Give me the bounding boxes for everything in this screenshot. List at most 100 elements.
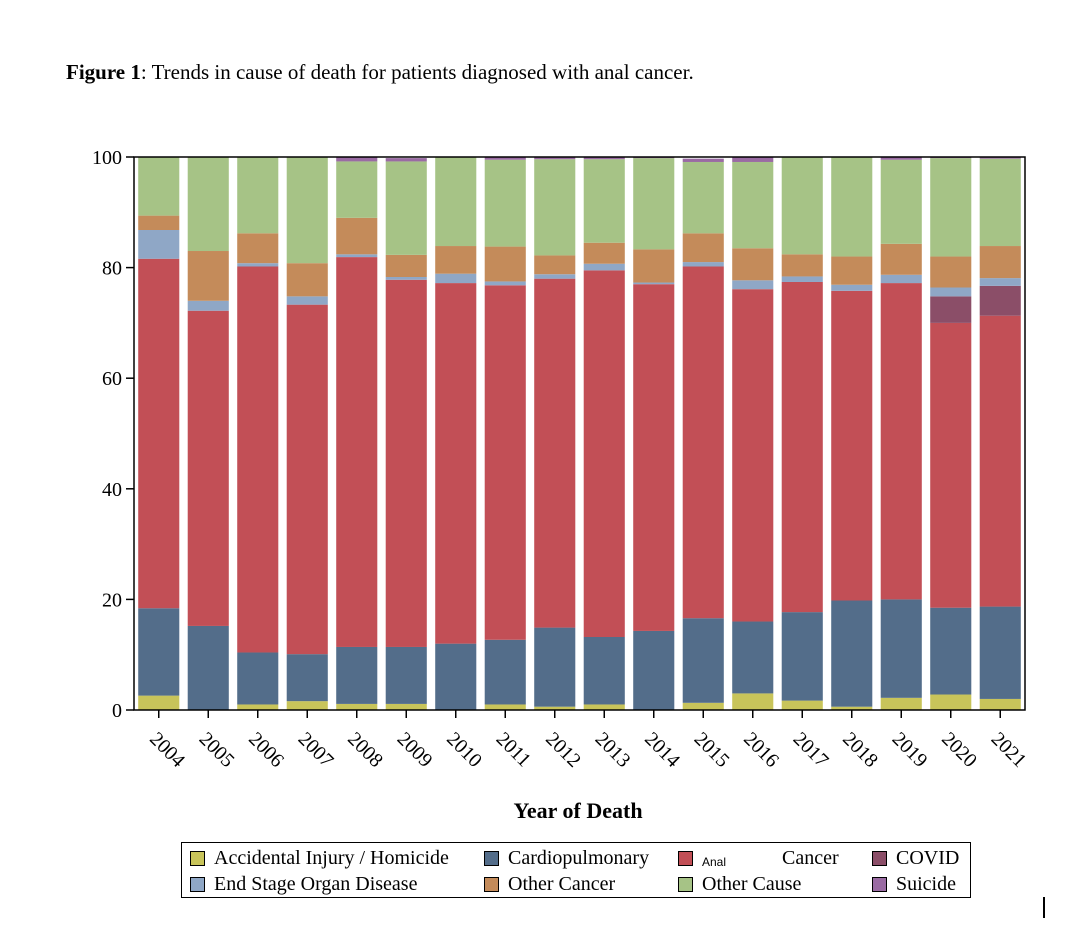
bar-anal-cancer-2015 [682,266,724,619]
bar-end-stage-organ-disease-2015 [682,262,724,267]
bar-other-cause-2018 [831,157,873,257]
bar-end-stage-organ-disease-2011 [484,281,526,286]
bar-end-stage-organ-disease-2004 [138,230,180,259]
y-tick-label-0: 0 [112,700,122,722]
bar-end-stage-organ-disease-2008 [336,254,378,258]
bar-anal-cancer-2021 [979,315,1021,607]
bar-accidental-injury-homicide-2015 [682,702,724,710]
bar-end-stage-organ-disease-2019 [880,274,922,284]
x-tick-label-2013: 2013 [591,728,635,772]
bar-other-cause-2016 [732,161,774,249]
y-tick-label-40: 40 [102,479,122,501]
bar-accidental-injury-homicide-2007 [286,701,328,710]
bar-accidental-injury-homicide-2006 [237,704,279,710]
bar-accidental-injury-homicide-2017 [781,700,823,710]
figure-caption-text: : Trends in cause of death for patients … [140,60,694,84]
y-tick-label-60: 60 [102,368,122,390]
bar-anal-cancer-2019 [880,283,922,600]
x-tick-label-2004: 2004 [145,728,189,772]
bar-suicide-2021 [979,157,1021,159]
bar-other-cause-2012 [534,159,576,256]
bar-suicide-2008 [336,157,378,162]
bar-end-stage-organ-disease-2017 [781,276,823,282]
bar-anal-cancer-2007 [286,304,328,655]
bar-accidental-injury-homicide-2021 [979,698,1021,710]
x-tick-label-2007: 2007 [294,728,338,772]
x-tick-label-2020: 2020 [937,728,981,772]
bar-other-cause-2006 [237,157,279,234]
bar-anal-cancer-2008 [336,257,378,647]
bar-cardiopulmonary-2007 [286,654,328,702]
bar-cardiopulmonary-2005 [187,625,229,710]
x-tick-label-2011: 2011 [492,728,535,771]
bar-cardiopulmonary-2013 [583,637,625,705]
bar-accidental-injury-homicide-2018 [831,706,873,710]
bar-end-stage-organ-disease-2012 [534,274,576,279]
bar-accidental-injury-homicide-2012 [534,706,576,710]
bar-other-cause-2009 [385,161,427,255]
bar-anal-cancer-2006 [237,266,279,653]
x-tick-label-2005: 2005 [195,728,239,772]
bar-accidental-injury-homicide-2011 [484,704,526,710]
bars-group [138,156,1021,710]
bar-other-cancer-2019 [880,243,922,275]
bar-other-cause-2014 [633,158,675,250]
x-tick-label-2019: 2019 [888,728,932,772]
bar-accidental-injury-homicide-2016 [732,693,774,710]
bar-end-stage-organ-disease-2005 [187,300,229,311]
bar-other-cause-2013 [583,159,625,243]
bar-end-stage-organ-disease-2009 [385,277,427,280]
legend-label: Cardiopulmonary [508,846,650,869]
bar-suicide-2013 [583,157,625,160]
legend-swatch-cardiopulmonary [484,850,499,866]
bar-other-cancer-2015 [682,233,724,263]
bar-cardiopulmonary-2008 [336,646,378,704]
bar-other-cancer-2020 [930,256,972,288]
bar-cardiopulmonary-2021 [979,606,1021,699]
bar-end-stage-organ-disease-2010 [435,273,477,284]
legend-label: Other Cancer [508,872,616,895]
bar-anal-cancer-2004 [138,258,180,609]
bar-other-cause-2020 [930,158,972,257]
figure-caption: Figure 1: Trends in cause of death for p… [66,60,694,85]
bar-other-cancer-2017 [781,254,823,277]
bar-cardiopulmonary-2009 [385,646,427,704]
bar-other-cause-2005 [187,157,229,252]
bar-covid-2021 [979,285,1021,316]
bar-cardiopulmonary-2011 [484,639,526,705]
bar-end-stage-organ-disease-2020 [930,287,972,297]
bar-cardiopulmonary-2012 [534,627,576,707]
stacked-bar-chart: 0 20 40 60 80 100 2004 2005 2006 2007 2008 2009 2010… [92,147,1031,823]
legend-item-other-cancer: Other Cancer [484,871,615,897]
bar-other-cancer-2004 [138,215,180,230]
bar-other-cause-2015 [682,161,724,234]
legend-item-other-cause: Other Cause [678,871,801,897]
plot-frame [133,156,1026,711]
bar-other-cause-2011 [484,159,526,247]
bar-suicide-2012 [534,157,576,160]
bar-other-cancer-2021 [979,246,1021,279]
bar-anal-cancer-2010 [435,283,477,644]
legend-swatch-accidental-injury-homicide [190,850,205,866]
bar-suicide-2016 [732,157,774,162]
bar-cardiopulmonary-2020 [930,607,972,695]
bar-end-stage-organ-disease-2016 [732,280,774,290]
bar-cardiopulmonary-2004 [138,608,180,696]
bar-anal-cancer-2011 [484,285,526,640]
bar-other-cancer-2018 [831,256,873,285]
legend-item-end-stage-organ-disease: End Stage Organ Disease [190,871,417,897]
bar-end-stage-organ-disease-2007 [286,296,328,305]
legend-label-part-2: Cancer [782,846,839,869]
bar-other-cancer-2013 [583,242,625,264]
bar-other-cause-2007 [286,157,328,264]
bar-other-cancer-2007 [286,263,328,297]
bar-anal-cancer-2020 [930,322,972,608]
y-tick-label-100: 100 [92,147,122,169]
legend-label: Accidental Injury / Homicide [214,846,449,869]
legend-swatch-end-stage-organ-disease [190,876,205,892]
bar-other-cause-2004 [138,157,180,216]
x-tick-label-2016: 2016 [739,728,783,772]
bar-other-cancer-2008 [336,217,378,255]
bar-cardiopulmonary-2014 [633,630,675,710]
bar-suicide-2019 [880,156,922,160]
